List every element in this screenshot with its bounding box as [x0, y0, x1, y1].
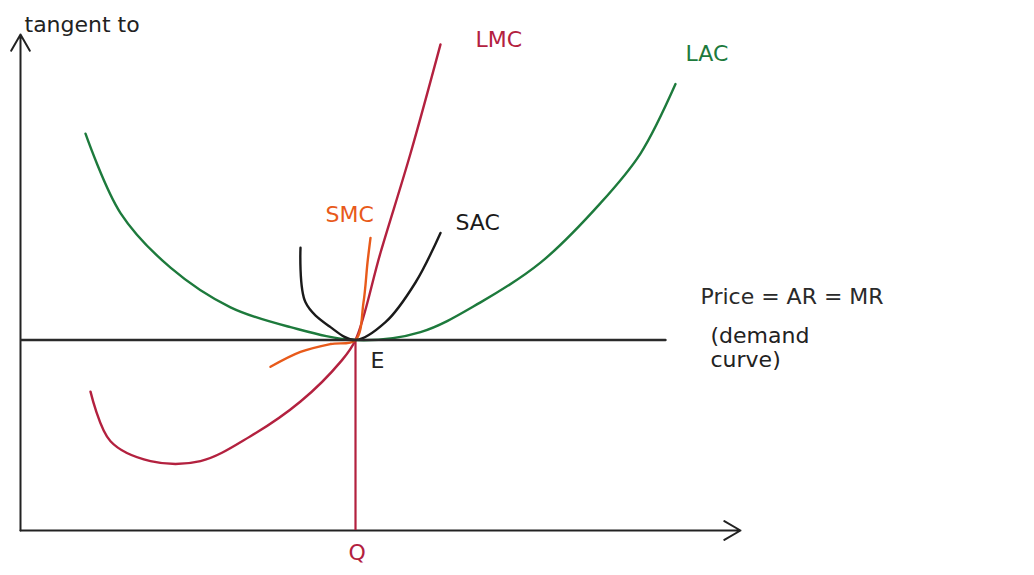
- svg-text:Q: Q: [349, 540, 366, 565]
- svg-text:E: E: [371, 348, 385, 373]
- svg-text:SMC: SMC: [326, 202, 374, 227]
- svg-text:Price = AR = MR: Price = AR = MR: [701, 284, 884, 309]
- svg-text:SAC: SAC: [456, 210, 500, 235]
- svg-text:LAC: LAC: [686, 41, 729, 66]
- svg-text:LMC: LMC: [476, 27, 523, 52]
- svg-text:(demandcurve): (demandcurve): [711, 323, 810, 372]
- svg-text:tangent to: tangent to: [25, 12, 140, 37]
